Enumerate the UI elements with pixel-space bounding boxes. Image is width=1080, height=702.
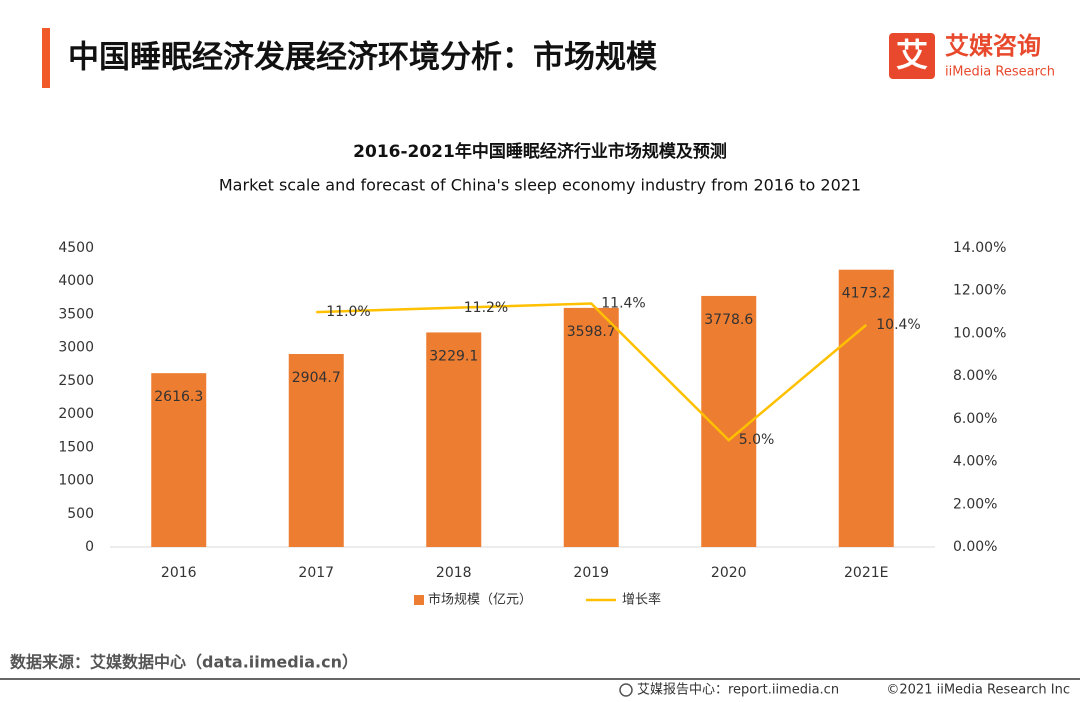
bar bbox=[426, 332, 482, 547]
x-tick-label: 2020 bbox=[711, 565, 747, 581]
y-tick-label: 1500 bbox=[58, 439, 94, 455]
bar-value-label: 2616.3 bbox=[154, 389, 203, 405]
line-value-label: 5.0% bbox=[739, 432, 775, 448]
logo-mark-bg bbox=[889, 33, 935, 79]
y2-tick-label: 10.00% bbox=[953, 325, 1006, 341]
y-tick-label: 3500 bbox=[58, 306, 94, 322]
y-tick-label: 4500 bbox=[58, 240, 94, 256]
chart-subtitle: Market scale and forecast of China's sle… bbox=[219, 176, 861, 195]
x-tick-label: 2017 bbox=[298, 565, 334, 581]
legend-label: 市场规模（亿元） bbox=[428, 592, 532, 608]
bar-value-label: 4173.2 bbox=[842, 286, 891, 302]
y-tick-label: 2000 bbox=[58, 406, 94, 422]
footer-copyright: ©2021 iiMedia Research Inc bbox=[886, 683, 1070, 698]
line-value-label: 10.4% bbox=[876, 317, 920, 333]
y-tick-label: 0 bbox=[85, 539, 94, 555]
bar-value-label: 3598.7 bbox=[567, 324, 616, 340]
bar bbox=[288, 353, 344, 547]
x-tick-label: 2016 bbox=[161, 565, 197, 581]
bar-value-label: 2904.7 bbox=[292, 370, 341, 386]
legend-label: 增长率 bbox=[622, 592, 661, 608]
legend-swatch bbox=[414, 595, 424, 605]
y-tick-label: 3000 bbox=[58, 340, 94, 356]
x-tick-label: 2018 bbox=[436, 565, 472, 581]
footer-icon bbox=[619, 683, 633, 697]
page-title: 中国睡眠经济发展经济环境分析：市场规模 bbox=[68, 40, 657, 76]
y2-tick-label: 8.00% bbox=[953, 368, 997, 384]
y2-tick-label: 4.00% bbox=[953, 454, 997, 470]
bar bbox=[563, 307, 619, 547]
y-tick-label: 2500 bbox=[58, 373, 94, 389]
x-tick-label: 2021E bbox=[844, 565, 888, 581]
bar-value-label: 3778.6 bbox=[704, 312, 753, 328]
bar bbox=[838, 269, 894, 547]
y-tick-label: 1000 bbox=[58, 473, 94, 489]
line-value-label: 11.0% bbox=[326, 304, 370, 320]
y2-tick-label: 0.00% bbox=[953, 539, 997, 555]
source: 数据来源：艾媒数据中心（data.iimedia.cn） bbox=[10, 653, 358, 672]
line-value-label: 11.2% bbox=[464, 300, 508, 316]
y2-tick-label: 2.00% bbox=[953, 496, 997, 512]
logo-name: 艾媒咨询 bbox=[945, 32, 1041, 60]
bar-value-label: 3229.1 bbox=[429, 348, 478, 364]
y2-tick-label: 12.00% bbox=[953, 283, 1006, 299]
logo-name-en: iiMedia Research bbox=[945, 65, 1055, 80]
logo-mark: 艾 bbox=[896, 36, 928, 74]
y2-tick-label: 6.00% bbox=[953, 411, 997, 427]
y-tick-label: 4000 bbox=[58, 273, 94, 289]
footer-report-center: 艾媒报告中心：report.iimedia.cn bbox=[637, 683, 839, 698]
chart-title: 2016-2021年中国睡眠经济行业市场规模及预测 bbox=[353, 141, 727, 162]
line-value-label: 11.4% bbox=[601, 296, 645, 312]
title-accent bbox=[42, 28, 50, 88]
x-tick-label: 2019 bbox=[573, 565, 609, 581]
line bbox=[316, 302, 868, 442]
y-tick-label: 500 bbox=[67, 506, 94, 522]
bar bbox=[151, 373, 207, 547]
y2-tick-label: 14.00% bbox=[953, 240, 1006, 256]
